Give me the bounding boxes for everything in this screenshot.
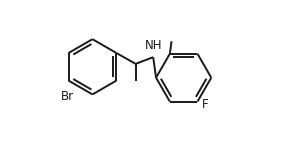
Text: F: F — [202, 98, 208, 111]
Text: Br: Br — [61, 90, 74, 103]
Text: NH: NH — [145, 40, 162, 52]
